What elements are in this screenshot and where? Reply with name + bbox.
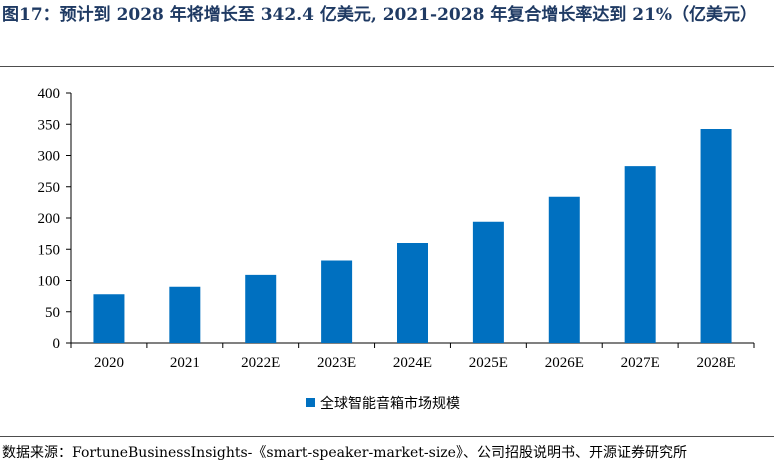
x-tick-label: 2027E [621, 355, 660, 371]
source-note: 数据来源：FortuneBusinessInsights-《smart-spea… [2, 445, 687, 461]
legend-swatch [306, 398, 315, 407]
bar [245, 274, 277, 343]
bar-series [93, 129, 732, 343]
figure-title: 图17：预计到 2028 年将增长至 342.4 亿美元, 2021-2028 … [2, 5, 758, 25]
bar [624, 166, 656, 343]
y-tick-label: 100 [38, 274, 61, 290]
y-axis: 0 50 100 150 200 250 300 350 400 [38, 86, 72, 352]
legend: 全球智能音箱市场规模 [306, 395, 460, 412]
x-tick-label: 2021 [170, 355, 200, 371]
bar [700, 129, 732, 343]
bar [169, 286, 201, 343]
y-tick-label: 400 [38, 86, 61, 102]
bar [397, 243, 428, 343]
bar [472, 221, 504, 343]
legend-label: 全球智能音箱市场规模 [320, 395, 460, 412]
y-tick-label: 150 [38, 242, 61, 258]
x-tick-label: 2024E [393, 355, 432, 371]
y-tick-label: 200 [38, 211, 61, 227]
bar [548, 196, 580, 343]
x-tick-label: 2020 [94, 355, 124, 371]
y-tick-label: 250 [38, 180, 61, 196]
x-tick-label: 2025E [469, 355, 508, 371]
bar [93, 294, 125, 343]
x-axis: 2020 2021 2022E 2023E 2024E 2025E 2026E 2027E 20… [70, 342, 755, 371]
x-tick-label: 2026E [545, 355, 584, 371]
y-tick-label: 50 [45, 305, 60, 321]
y-tick-label: 350 [38, 117, 61, 133]
x-tick-label: 2023E [317, 355, 356, 371]
y-tick-label: 300 [38, 149, 61, 165]
x-tick-label: 2022E [241, 355, 280, 371]
title-divider [0, 66, 774, 67]
x-tick-label: 2028E [696, 355, 735, 371]
source-divider [0, 436, 774, 437]
y-tick-label: 0 [53, 336, 61, 352]
bar [321, 260, 353, 343]
